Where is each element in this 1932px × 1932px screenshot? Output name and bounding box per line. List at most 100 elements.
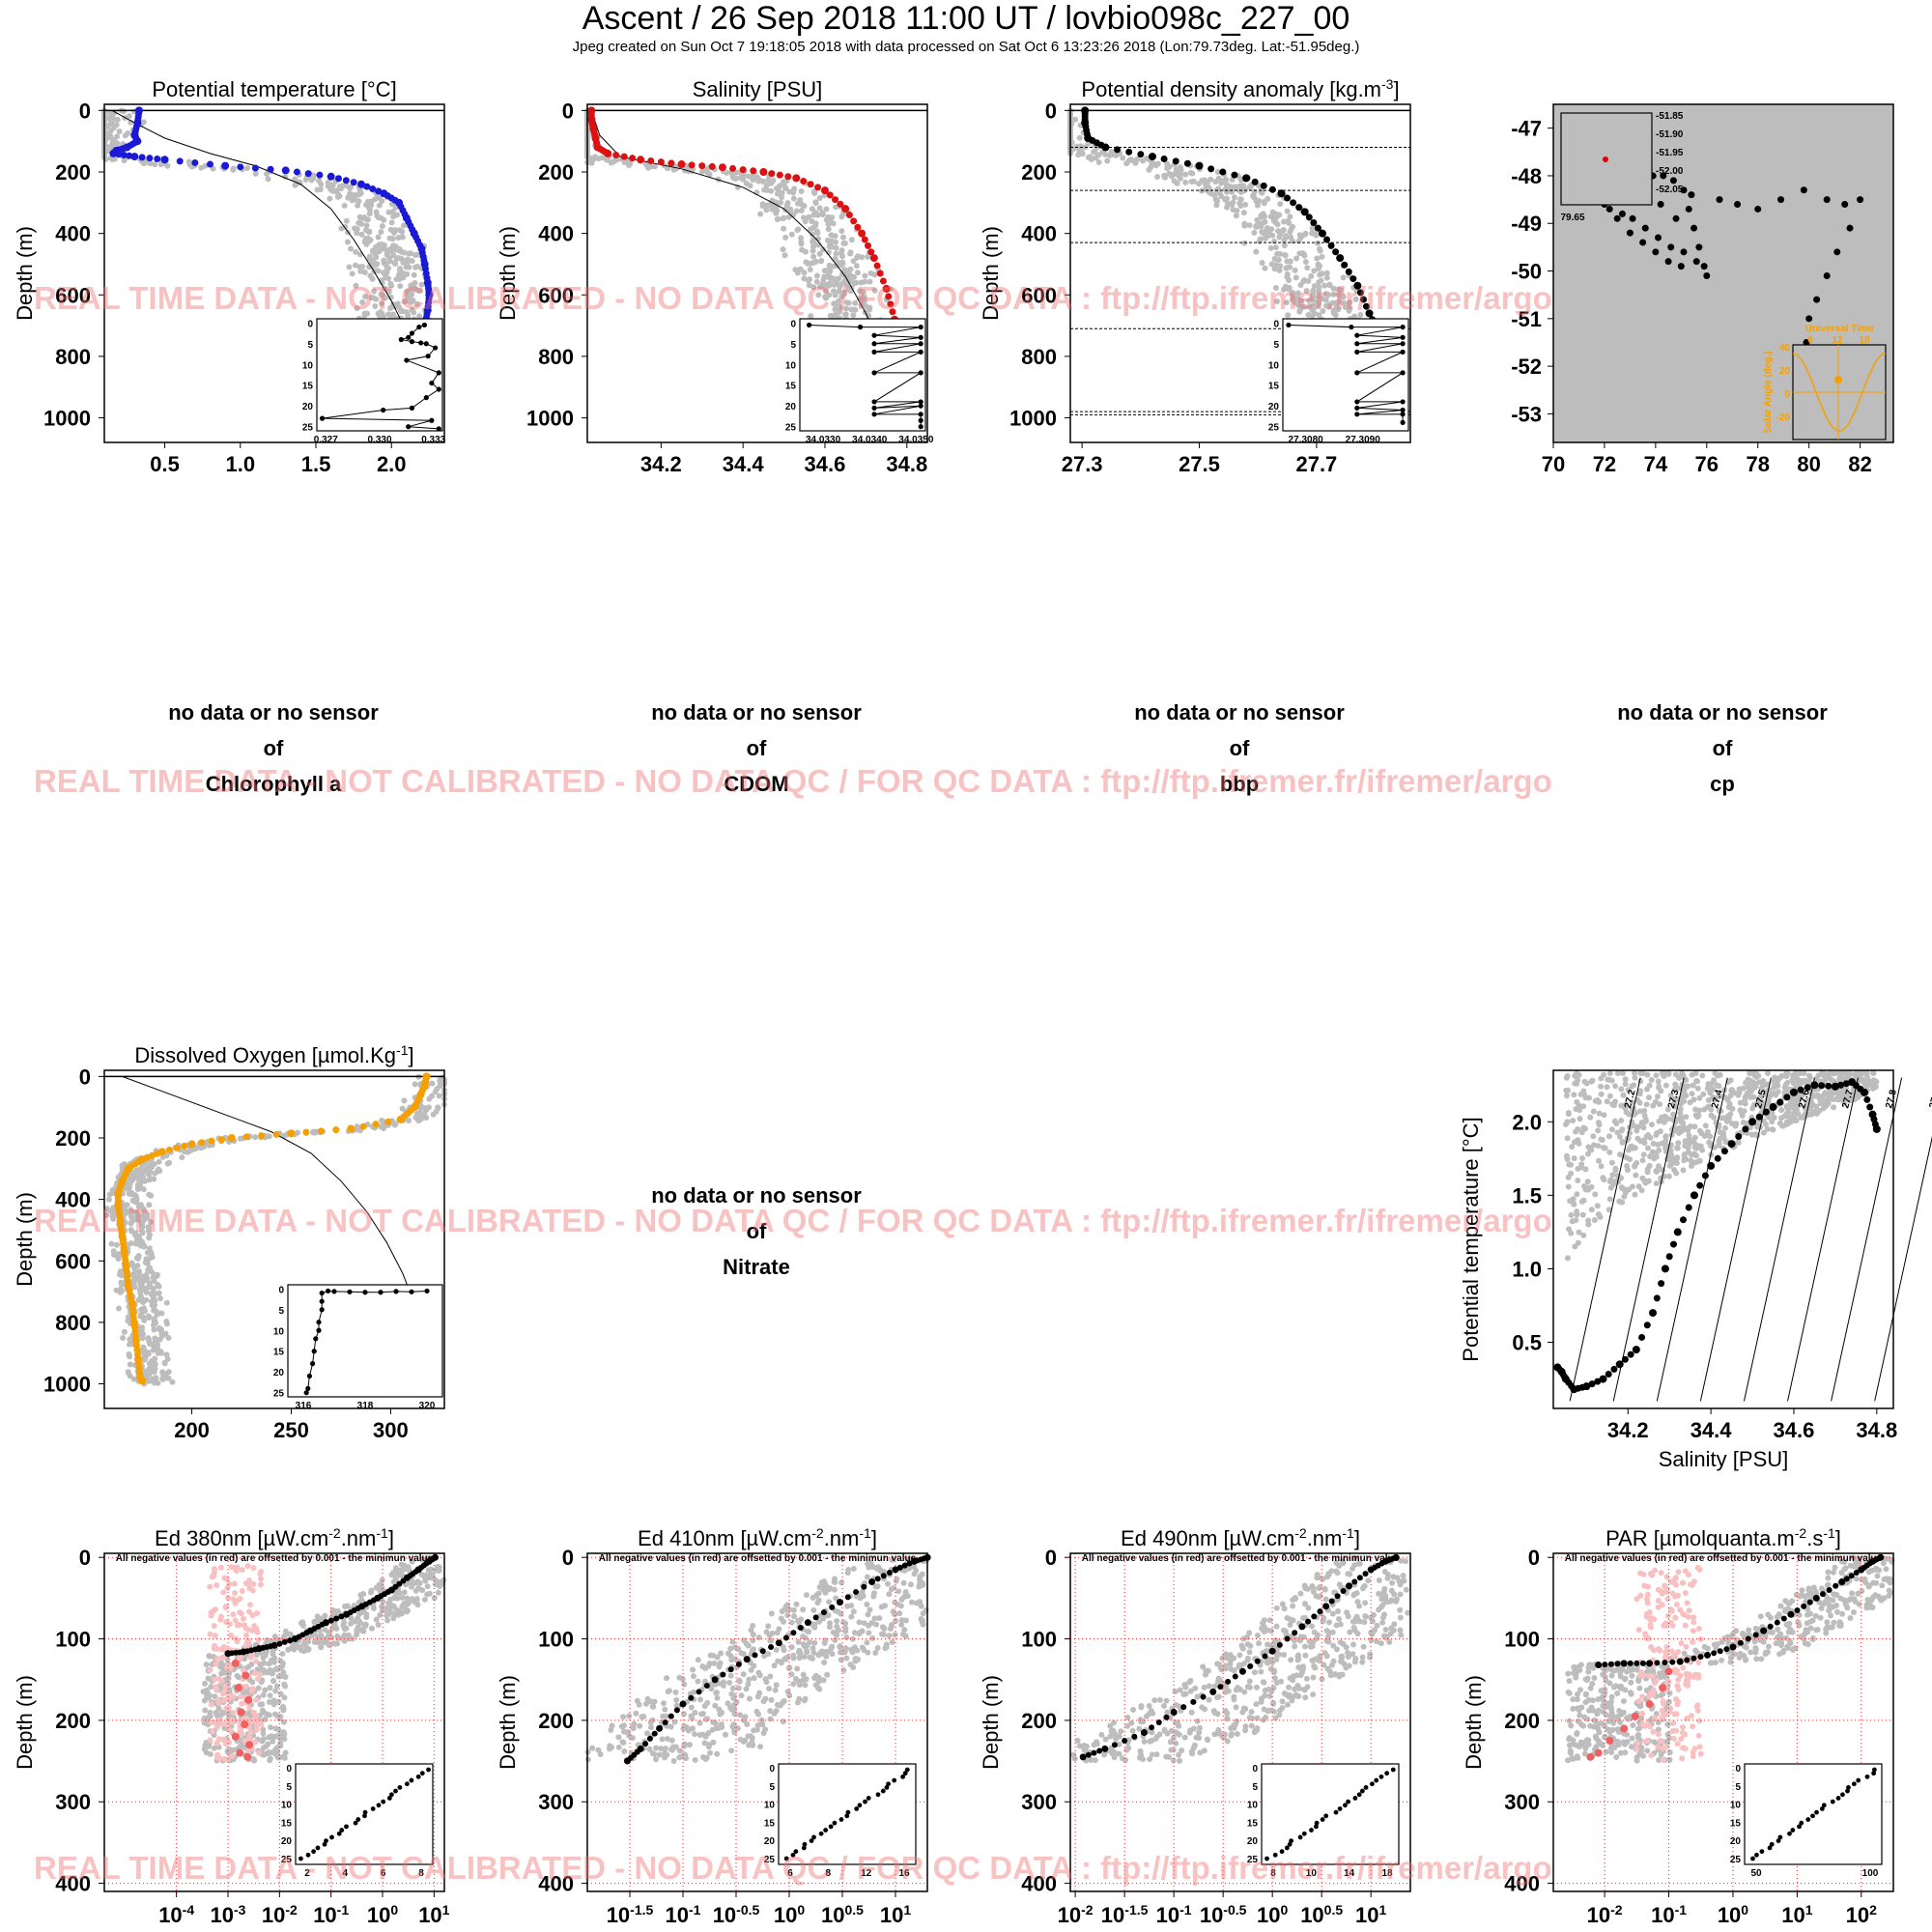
panel-ts-envelope-point: [1701, 1106, 1708, 1113]
panel-0-envelope-point: [363, 222, 370, 229]
panel-ts-data-point: [1673, 1228, 1682, 1236]
panel-0-envelope-point: [349, 270, 355, 277]
panel-ed-6-envelope-point: [334, 1607, 341, 1614]
panel-1-data-point: [885, 293, 893, 300]
panel-2-inset-point: [1354, 370, 1360, 376]
panel-map-position-point: [1846, 224, 1854, 232]
panel-ts-envelope-point: [1694, 1114, 1701, 1121]
panel-0-envelope-point: [389, 236, 396, 242]
panel-0-envelope-point: [366, 207, 373, 213]
panel-2-envelope-point: [1277, 201, 1284, 208]
panel-ts-envelope-point: [1648, 1122, 1655, 1128]
panel-4-data-point: [138, 1377, 146, 1384]
panel-ts-data-point: [1769, 1103, 1777, 1112]
panel-ts-envelope-point: [1577, 1116, 1583, 1122]
panel-2-envelope-point: [1254, 202, 1261, 209]
panel-2-inset-ytick: 5: [1273, 340, 1279, 351]
panel-ts-envelope-point: [1683, 1114, 1690, 1121]
panel-4-envelope-point: [146, 1235, 153, 1241]
panel-ts-ylabel: Potential temperature [°C]: [1459, 1117, 1483, 1361]
panel-ts-envelope-point: [1568, 1211, 1575, 1218]
panel-ts-envelope-point: [1632, 1074, 1638, 1081]
panel-0-envelope-point: [410, 281, 416, 288]
panel-2-envelope-point: [1292, 267, 1298, 273]
panel-1-inset-point: [918, 370, 923, 376]
panel-ts-data-point: [1783, 1094, 1791, 1101]
panel-2-envelope-point: [1300, 303, 1307, 310]
panel-2-envelope-point: [1294, 301, 1301, 308]
panel-0-envelope-point: [351, 196, 357, 203]
panel-map-ytick-label: -49: [1511, 212, 1542, 236]
panel-2-envelope-point: [1253, 222, 1260, 229]
panel-0-envelope-point: [356, 187, 363, 194]
panel-ts-envelope-point: [1696, 1127, 1703, 1134]
panel-1-envelope-point: [759, 201, 766, 208]
panel-1-inset-point: [918, 417, 923, 423]
panel-1-envelope-point: [782, 234, 789, 241]
panel-ts-envelope-point: [1724, 1113, 1731, 1120]
panel-4-envelope-point: [144, 1214, 151, 1221]
panel-ts-data-point: [1871, 1121, 1879, 1128]
panel-2-envelope-point: [1262, 218, 1268, 225]
panel-0-envelope-point: [354, 305, 360, 312]
panel-0-data-point: [293, 168, 300, 176]
panel-ts-envelope-point: [1618, 1118, 1625, 1124]
panel-0-inset-point: [429, 417, 435, 423]
panel-map-xtick-label: 82: [1848, 452, 1871, 476]
panel-0-envelope-point: [362, 215, 369, 222]
panel-1-envelope-point: [812, 200, 819, 207]
panel-2-inset-point: [1354, 349, 1360, 355]
panel-4-ylabel: Depth (m): [13, 1192, 37, 1287]
panel-4-data-point: [128, 1295, 135, 1303]
panel-ts-envelope-point: [1618, 1086, 1625, 1093]
panel-ed-6-envelope-point: [368, 1587, 375, 1594]
panel-2-envelope-point: [1171, 178, 1178, 185]
panel-ed-6-envelope-point: [314, 1613, 321, 1620]
panel-ts-data-point: [1685, 1204, 1692, 1211]
panel-0-inset-point: [398, 336, 404, 343]
panel-4-envelope-point: [125, 1370, 131, 1377]
panel-ts-envelope-point: [1598, 1083, 1605, 1090]
panel-ed-6-envelope-point: [419, 1587, 426, 1594]
panel-2-envelope-point: [1357, 311, 1364, 318]
panel-0-data-point: [191, 158, 199, 166]
panel-2-envelope-point: [1264, 195, 1271, 202]
panel-1-title: Salinity [PSU]: [693, 77, 823, 101]
panel-map-xtick-label: 78: [1746, 452, 1769, 476]
panel-0-inset-point: [404, 357, 410, 363]
panel-4-envelope-point: [113, 1241, 120, 1248]
panel-0-envelope-point: [395, 235, 402, 242]
panel-2-envelope-point: [1316, 263, 1322, 270]
panel-map-position-point: [1857, 196, 1864, 204]
panel-2-envelope-point: [1313, 232, 1320, 239]
panel-ts-envelope-point: [1643, 1101, 1650, 1108]
panel-1-data-point: [750, 167, 757, 175]
panel-map-position-point: [1813, 296, 1821, 303]
panel-0-envelope-point: [292, 182, 298, 188]
panel-4-data-point: [302, 1128, 310, 1136]
panel-0-envelope-point: [358, 220, 365, 227]
panel-ed-6-envelope-point: [282, 1683, 289, 1690]
panel-ts-envelope-point: [1634, 1135, 1641, 1142]
panel-2-envelope-point: [1212, 179, 1219, 185]
panel-ts-envelope-point: [1756, 1079, 1763, 1086]
panel-ts-envelope-point: [1609, 1101, 1616, 1108]
panel-0-data-point: [251, 164, 259, 172]
panel-1-data-point: [708, 162, 716, 170]
panel-2-data-point: [1327, 242, 1335, 249]
panel-2-data-point: [1345, 268, 1352, 275]
panel-ts-envelope-point: [1863, 1070, 1870, 1077]
panel-0-envelope-point: [109, 120, 116, 127]
panel-2-envelope-point: [1104, 157, 1111, 164]
panel-1-envelope-point: [822, 294, 829, 300]
panel-ed-6-envelope-point: [435, 1589, 441, 1596]
panel-2-ytick-label: 1000: [1009, 407, 1057, 431]
panel-ts-envelope-point: [1736, 1086, 1743, 1093]
panel-1-data-point: [873, 262, 881, 270]
panel-2-data-point: [1353, 281, 1362, 290]
panel-ts-envelope-point: [1601, 1071, 1607, 1078]
panel-1-envelope-point: [839, 253, 846, 260]
panel-ts-envelope-point: [1836, 1075, 1843, 1082]
panel-ts-envelope-point: [1790, 1073, 1797, 1080]
panel-ts-envelope-point: [1705, 1085, 1712, 1092]
